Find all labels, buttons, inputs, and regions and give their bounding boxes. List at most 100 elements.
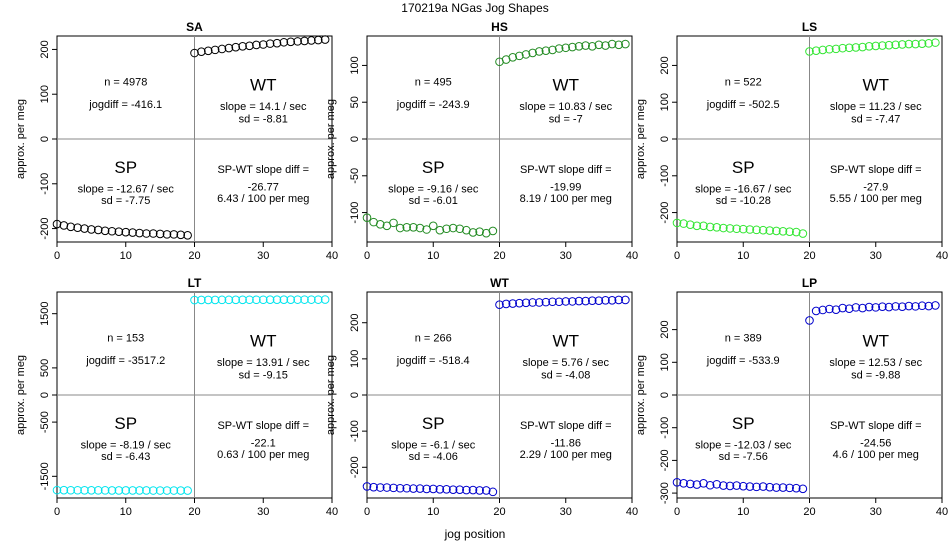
y-tick-label: -1500 <box>39 462 51 490</box>
data-point <box>587 296 597 305</box>
data-point <box>574 296 584 306</box>
data-point <box>155 229 165 239</box>
annotation-n: n = 522 <box>725 76 762 88</box>
annotation-sp-slope: slope = -16.67 / sec <box>695 184 792 196</box>
data-point <box>917 39 927 49</box>
data-point <box>692 221 702 231</box>
data-point <box>778 227 788 236</box>
y-tick-label: 200 <box>659 56 671 74</box>
data-point <box>685 220 695 230</box>
panel-title: WT <box>490 276 509 290</box>
y-tick-label: -100 <box>349 202 361 224</box>
data-point <box>699 221 708 231</box>
annotation-n: n = 389 <box>725 332 762 344</box>
data-point <box>395 223 405 233</box>
data-point <box>765 482 775 492</box>
y-tick-label: -100 <box>39 173 51 195</box>
annotation-wt-sd: sd = -7.47 <box>851 114 900 126</box>
data-point <box>52 219 62 229</box>
data-point <box>258 295 268 305</box>
panel-wt: WT -200 -100 0 100 200 0 10 20 30 40 approx. per me… <box>325 276 638 518</box>
annotation-wt-sd: sd = -7 <box>549 114 583 126</box>
annotation-wt-label: WT <box>250 76 276 95</box>
data-point <box>155 486 165 495</box>
data-point <box>435 225 445 235</box>
data-point <box>293 295 302 304</box>
data-point <box>279 37 289 47</box>
annotation-jogdiff: jogdiff = -243.9 <box>396 99 470 111</box>
y-tick-label: 0 <box>349 392 361 398</box>
data-point <box>135 228 144 238</box>
data-point <box>924 301 934 311</box>
x-tick-label: 30 <box>560 250 572 262</box>
data-point <box>931 38 940 47</box>
data-point <box>73 485 82 495</box>
y-axis-label: approx. per meg <box>15 99 27 179</box>
data-point <box>203 46 213 56</box>
y-tick-label: 100 <box>659 93 671 111</box>
data-point <box>455 485 465 494</box>
data-point <box>745 225 755 234</box>
y-tick-label: 100 <box>659 353 671 371</box>
data-point <box>871 303 881 312</box>
data-point <box>825 304 834 314</box>
data-point <box>858 42 867 52</box>
data-point <box>286 295 296 304</box>
annotation-wt-label: WT <box>250 332 276 351</box>
data-point <box>752 225 761 235</box>
data-point <box>554 297 564 307</box>
data-point <box>231 42 241 52</box>
data-point <box>428 221 438 231</box>
data-point <box>422 484 431 494</box>
x-tick-label: 0 <box>54 506 60 518</box>
annotation-diff-value: -11.86 <box>551 438 581 450</box>
y-tick-label: 0 <box>659 392 671 398</box>
data-point <box>59 221 69 230</box>
data-point <box>66 222 76 232</box>
annotation-jogdiff: jogdiff = -3517.2 <box>85 355 165 367</box>
data-point <box>217 44 227 54</box>
annotation-sp-label: SP <box>114 158 137 177</box>
data-point <box>548 45 557 55</box>
data-point <box>369 482 378 492</box>
data-point <box>73 223 82 232</box>
data-point <box>462 485 471 495</box>
data-point <box>121 486 131 495</box>
data-point <box>197 295 206 305</box>
annotation-jogdiff: jogdiff = -416.1 <box>88 99 162 111</box>
x-tick-label: 0 <box>364 250 370 262</box>
data-point <box>601 296 610 305</box>
y-axis-label: approx. per meg <box>635 99 647 179</box>
data-point <box>798 229 808 238</box>
data-point <box>375 220 385 229</box>
data-point <box>300 36 309 46</box>
data-point <box>568 297 577 306</box>
data-point <box>838 303 847 313</box>
data-point <box>884 302 894 312</box>
annotation-wt-label: WT <box>553 76 579 95</box>
data-point <box>162 486 172 495</box>
data-point <box>818 305 828 315</box>
data-point <box>785 483 794 493</box>
data-point <box>422 225 431 234</box>
data-point <box>725 224 735 233</box>
y-tick-label: -200 <box>39 218 51 240</box>
annotation-sp-slope: slope = -8.19 / sec <box>81 440 172 452</box>
annotation-diff-value: -26.77 <box>248 182 279 194</box>
data-point <box>148 229 158 238</box>
data-point <box>614 40 624 50</box>
data-point <box>712 479 722 489</box>
data-point <box>320 35 330 44</box>
data-point <box>80 224 89 233</box>
x-tick-label: 40 <box>936 250 948 262</box>
data-point <box>362 213 372 223</box>
x-tick-label: 0 <box>54 250 60 262</box>
data-point <box>415 484 425 493</box>
data-point <box>878 302 887 312</box>
panel-title: HS <box>491 20 508 34</box>
data-point <box>904 301 914 311</box>
annotation-diff-label: SP-WT slope diff = <box>520 164 612 176</box>
data-point <box>811 46 821 56</box>
data-point <box>791 227 801 237</box>
data-point <box>66 485 76 495</box>
